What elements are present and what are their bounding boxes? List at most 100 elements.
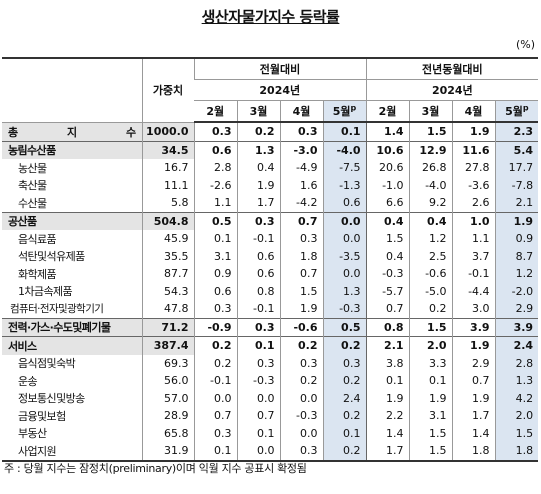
- value-cell: 0.5: [322, 317, 367, 337]
- value-cell: 0.1: [236, 336, 280, 355]
- value-cell: -4.9: [279, 159, 323, 177]
- value-cell: -0.1: [236, 230, 280, 248]
- value-cell: 1.5: [279, 282, 323, 300]
- value-cell: 0.7: [279, 211, 323, 230]
- row-label: 사업지원: [18, 444, 57, 458]
- value-cell: 1.8: [451, 442, 496, 462]
- value-cell: -4.0: [408, 176, 453, 194]
- value-cell: 2.4: [322, 389, 367, 407]
- value-cell: 0.2: [322, 372, 367, 390]
- year-header: 2024년: [194, 79, 367, 101]
- value-cell: 5.4: [494, 140, 539, 159]
- item-row: 부동산 65.8 0.3 0.1 0.0 0.1 1.4 1.5 1.4 1.5: [2, 424, 539, 443]
- value-cell: 1.2: [408, 230, 453, 248]
- item-row: 석탄및석유제품 35.5 3.1 0.6 1.8 -3.5 0.4 2.5 3.7 8.7: [2, 247, 539, 265]
- row-label-cell: 컴퓨터·전자및광학기기: [2, 300, 142, 318]
- row-label-cell: 서비스: [2, 336, 142, 355]
- value-cell: 0.3: [236, 211, 280, 230]
- row-label-cell: 수산물: [2, 194, 142, 212]
- value-cell: 1.9: [365, 389, 410, 407]
- section-row: 전력·가스·수도및폐기물 71.2 -0.9 0.3 -0.6 0.5 0.8 1.5 3.9 3…: [2, 317, 539, 337]
- month-header: 4월: [279, 100, 323, 123]
- value-cell: 1.5: [408, 317, 453, 337]
- value-cell: 1.9: [494, 211, 539, 230]
- value-cell: 0.7: [193, 407, 237, 425]
- value-cell: 20.6: [365, 159, 410, 177]
- value-cell: 0.1: [193, 442, 237, 462]
- value-cell: 9.2: [408, 194, 453, 212]
- row-label-cell: 화학제품: [2, 265, 142, 283]
- weight-cell: 1000.0: [141, 121, 194, 141]
- value-cell: 1.4: [365, 121, 410, 141]
- value-cell: -0.1: [451, 265, 496, 283]
- value-cell: 0.3: [279, 121, 323, 141]
- row-label-cell: 총 지 수: [2, 121, 142, 141]
- value-cell: 1.4: [451, 424, 496, 442]
- value-cell: 0.4: [236, 159, 280, 177]
- value-cell: -4.0: [322, 140, 367, 159]
- month-label: 3월: [249, 105, 268, 118]
- value-cell: 0.2: [322, 407, 367, 425]
- value-cell: 0.4: [365, 247, 410, 265]
- value-cell: 1.4: [365, 424, 410, 442]
- value-cell: 0.1: [236, 424, 280, 442]
- value-cell: 1.3: [322, 282, 367, 300]
- value-cell: -3.6: [451, 176, 496, 194]
- weight-cell: 504.8: [141, 211, 194, 230]
- value-cell: 0.9: [494, 230, 539, 248]
- value-cell: 2.2: [365, 407, 410, 425]
- value-cell: -2.0: [494, 282, 539, 300]
- row-label: 총 지 수: [8, 125, 136, 139]
- row-label: 부동산: [18, 427, 47, 441]
- value-cell: 0.3: [322, 354, 367, 372]
- value-cell: -0.1: [236, 300, 280, 318]
- item-row: 화학제품 87.7 0.9 0.6 0.7 0.0 -0.3 -0.6 -0.1 1.2: [2, 265, 539, 283]
- value-cell: 0.8: [365, 317, 410, 337]
- title: 생산자물가지수 등락률: [201, 8, 340, 26]
- weight-cell: 54.3: [141, 282, 194, 300]
- value-cell: 2.6: [451, 194, 496, 212]
- value-cell: 0.0: [236, 442, 280, 462]
- row-label: 농산물: [18, 161, 47, 175]
- value-cell: 12.9: [408, 140, 453, 159]
- prelim-mark: p: [350, 103, 357, 113]
- value-cell: 1.0: [451, 211, 496, 230]
- item-row: 수산물 5.8 1.1 1.7 -4.2 0.6 6.6 9.2 2.6 2.1: [2, 194, 539, 212]
- value-cell: 0.5: [193, 211, 237, 230]
- value-cell: 0.2: [193, 336, 237, 355]
- value-cell: 2.9: [451, 354, 496, 372]
- item-row: 정보통신및방송 57.0 0.0 0.0 0.0 2.4 1.9 1.9 1.9 4.2: [2, 389, 539, 407]
- value-cell: 0.1: [322, 121, 367, 141]
- item-row: 컴퓨터·전자및광학기기 47.8 0.3 -0.1 1.9 -0.3 0.7 0.2 3.0 2.…: [2, 300, 539, 318]
- value-cell: 0.3: [236, 317, 280, 337]
- row-label: 1차금속제품: [18, 285, 73, 299]
- value-cell: 2.8: [494, 354, 539, 372]
- row-label: 음식료품: [18, 232, 57, 246]
- value-cell: 0.0: [236, 389, 280, 407]
- year-header: 2024년: [365, 79, 539, 101]
- value-cell: 3.7: [451, 247, 496, 265]
- value-cell: 0.0: [279, 424, 323, 442]
- weight-cell: 69.3: [141, 354, 194, 372]
- row-label-cell: 부동산: [2, 425, 142, 443]
- row-label-cell: 농산물: [2, 159, 142, 177]
- value-cell: 0.3: [279, 442, 323, 462]
- value-cell: 0.7: [236, 407, 280, 425]
- value-cell: 0.6: [236, 265, 280, 283]
- section-row: 농림수산품 34.5 0.6 1.3 -3.0 -4.0 10.6 12.9 11.6 5.4: [2, 140, 539, 159]
- header-cell: 가중치: [141, 57, 194, 123]
- value-cell: 1.9: [279, 300, 323, 318]
- row-label-cell: 금융및보험: [2, 407, 142, 425]
- month-header: 3월: [236, 100, 280, 123]
- item-row: 금융및보험 28.9 0.7 0.7 -0.3 0.2 2.2 3.1 1.7 2.0: [2, 407, 539, 425]
- value-cell: 1.7: [451, 407, 496, 425]
- weight-cell: 35.5: [141, 247, 194, 265]
- value-cell: 0.2: [279, 372, 323, 390]
- value-cell: 2.9: [494, 300, 539, 318]
- row-label-cell: 음식료품: [2, 230, 142, 248]
- value-cell: -0.3: [365, 265, 410, 283]
- month-label: 4월: [464, 105, 483, 118]
- value-cell: 3.9: [451, 317, 496, 337]
- weight-cell: 11.1: [141, 176, 194, 194]
- weight-cell: 31.9: [141, 442, 194, 462]
